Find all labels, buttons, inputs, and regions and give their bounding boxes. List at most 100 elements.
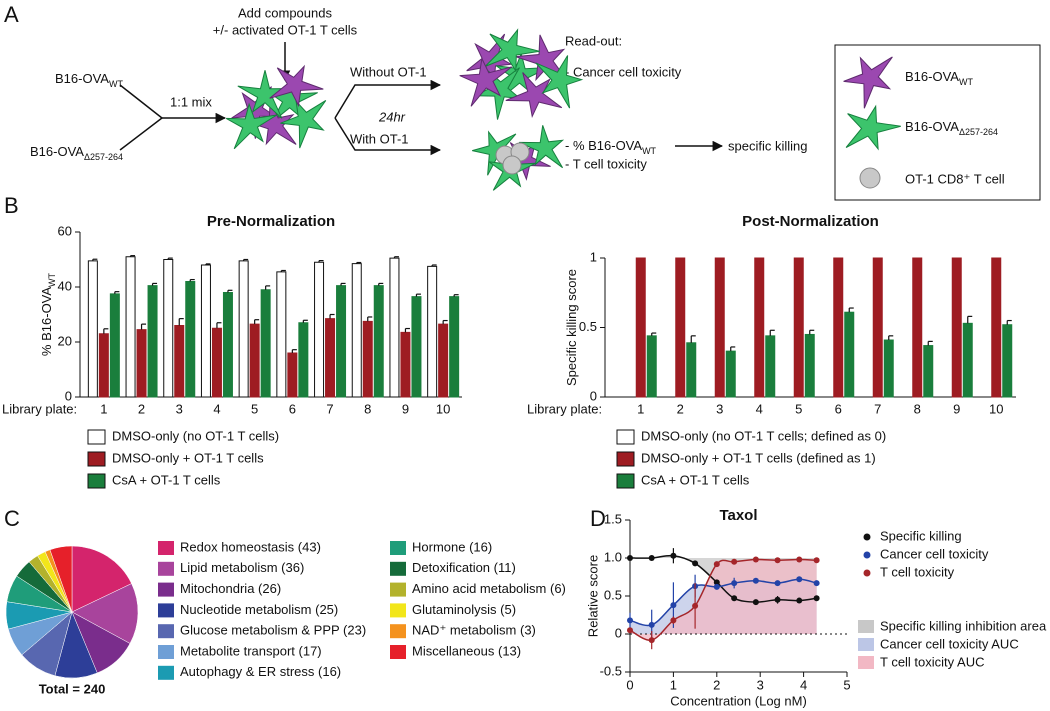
bar (675, 257, 686, 398)
x-axis-label: Concentration (Log nM) (670, 693, 807, 708)
bar (222, 292, 233, 398)
diagram-text: +/- activated OT-1 T cells (213, 22, 358, 37)
legend-swatch (158, 624, 174, 639)
x-tick-label: 5 (251, 401, 258, 416)
error-bar (809, 329, 815, 335)
legend-swatch (390, 645, 406, 659)
error-bar (690, 335, 696, 343)
x-tick-label: 5 (795, 401, 802, 416)
point (648, 637, 655, 644)
error-bar (848, 307, 854, 313)
legend-label: NAD⁺ metabolism (3) (412, 623, 536, 638)
bar (211, 327, 222, 398)
y-axis-label: Relative score (585, 555, 600, 637)
bar (912, 257, 923, 398)
point (752, 577, 759, 584)
point (670, 617, 677, 624)
legend-label: Detoxification (11) (412, 560, 516, 575)
bar (991, 257, 1002, 398)
legend-label: Specific killing inhibition area (880, 618, 1047, 633)
bar (389, 257, 400, 398)
bar (400, 331, 411, 398)
x-tick-label: 2 (713, 677, 720, 692)
error-bar (1006, 319, 1012, 325)
chart-title: Pre-Normalization (207, 213, 335, 230)
bar (336, 285, 347, 398)
x-tick-label: 5 (843, 677, 850, 692)
error-bar (888, 335, 894, 341)
cell (472, 130, 517, 176)
diagram-text-sub: WT (642, 146, 656, 156)
fit-curve (629, 578, 817, 627)
diagram-arrows (119, 42, 1041, 201)
error-bar (265, 285, 271, 290)
y-tick-label: 1 (590, 249, 597, 264)
x-tick-label: 3 (716, 401, 723, 416)
y-axis-label: Specific killing score (564, 269, 579, 386)
bar (163, 259, 174, 398)
error-bar (129, 255, 136, 257)
x-tick-label: 6 (835, 401, 842, 416)
error-bar (329, 313, 335, 319)
error-bar (254, 319, 260, 325)
diagram-text: With OT-1 (350, 131, 409, 146)
point (648, 555, 655, 561)
legend-swatch (158, 603, 174, 618)
bar (754, 257, 765, 398)
error-bar (178, 318, 184, 326)
panel-letter: D (590, 506, 606, 531)
point (813, 557, 820, 564)
cell (505, 72, 563, 119)
bar (449, 296, 460, 398)
diagram-text: B16-OVAΔ257-264 (905, 119, 998, 137)
y-tick-label: 1.0 (604, 549, 622, 564)
legend-label: Glucose metabolism & PPP (23) (180, 623, 366, 638)
point (731, 595, 738, 602)
diagram-text: B16-OVAWT (905, 69, 973, 87)
legend-label: CsA + OT-1 T cells (641, 472, 750, 487)
cell (280, 99, 327, 149)
error-bar (967, 315, 973, 324)
error-bar (356, 261, 362, 264)
bar (923, 345, 934, 398)
legend-label: Miscellaneous (13) (412, 643, 521, 658)
error-bar (769, 329, 775, 336)
x-tick-label: 10 (436, 401, 450, 416)
x-tick-label: 7 (326, 401, 333, 416)
error-bar (114, 291, 120, 294)
legend-swatch (158, 561, 174, 576)
legend-label: Glutaminolysis (5) (412, 602, 516, 617)
bar (725, 350, 736, 398)
legend-swatch (616, 451, 635, 467)
legend-label: DMSO-only + OT-1 T cells (defined as 1) (641, 450, 876, 465)
point (627, 617, 633, 624)
point (752, 556, 759, 563)
legend-swatch (87, 473, 106, 489)
point (796, 576, 803, 583)
error-bar (216, 322, 222, 329)
pie-slice (71, 583, 139, 644)
diagram-text-main: B16-OVA (55, 71, 109, 86)
point (692, 560, 699, 567)
y-tick-label: 0 (65, 388, 72, 403)
bar (635, 257, 646, 398)
cell (845, 104, 901, 151)
error-bar (404, 327, 410, 333)
y-axis-label: % B16-OVAWT (39, 272, 57, 356)
error-bar (340, 282, 346, 286)
bar (314, 261, 325, 398)
error-bar (415, 293, 421, 297)
error-bar (367, 316, 373, 322)
y-tick-label: 0.5 (579, 319, 597, 334)
bar (833, 257, 844, 398)
legend-label: Nucleotide metabolism (25) (180, 602, 338, 617)
cell (843, 56, 893, 109)
x-tick-label: 10 (989, 401, 1003, 416)
diagram-text: Add compounds (238, 5, 332, 20)
diagram-text: Without OT-1 (350, 64, 427, 79)
bar (238, 260, 249, 398)
legend-swatch (390, 561, 406, 576)
point (796, 597, 803, 604)
legend-swatch (858, 656, 874, 669)
x-tick-label: 1 (670, 677, 677, 692)
